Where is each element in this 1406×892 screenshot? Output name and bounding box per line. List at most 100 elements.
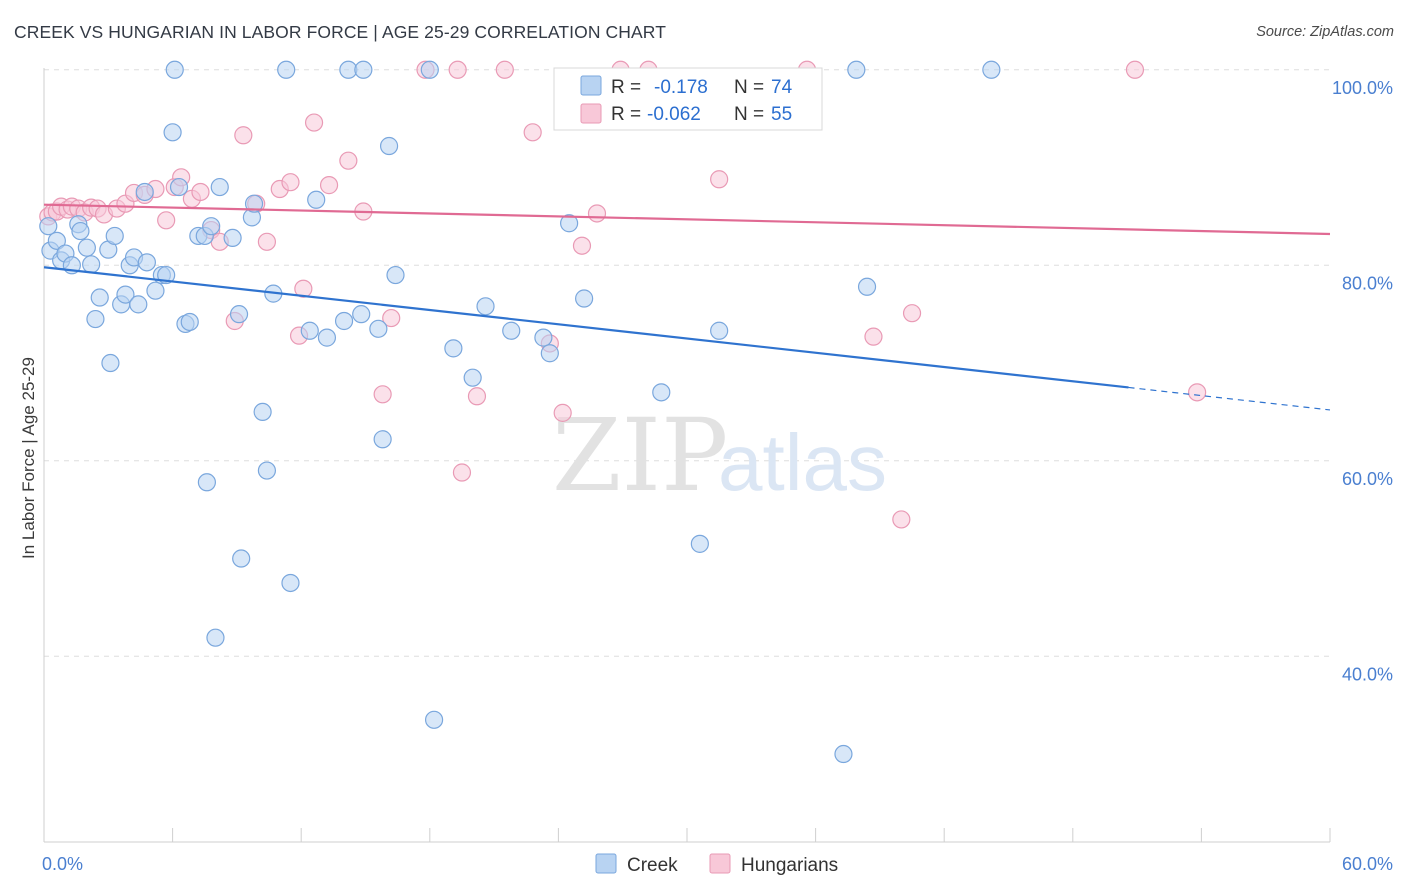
creek-point-21: [137, 253, 156, 272]
y-tick-label-1: 80.0%: [1342, 273, 1393, 293]
hungarians-point-33: [339, 151, 358, 170]
y-axis-label: In Labor Force | Age 25-29: [19, 357, 38, 559]
hungarians-point-53: [902, 304, 922, 323]
y-tick-label-2: 60.0%: [1342, 469, 1393, 489]
legend-creek-n-value: 74: [771, 77, 793, 98]
creek-point-19: [129, 295, 148, 314]
creek-point-38: [232, 549, 251, 568]
legend-bottom-hungarians-swatch: [709, 853, 731, 874]
creek-point-7: [71, 221, 90, 241]
creek-point-62: [502, 321, 521, 340]
creek-point-29: [180, 312, 199, 332]
creek-point-69: [710, 321, 729, 340]
creek-point-56: [386, 265, 405, 285]
creek-point-42: [257, 461, 277, 480]
trend-lines: [43, 203, 1331, 411]
creek-point-61: [476, 297, 495, 316]
hungarians-point-42: [523, 123, 542, 142]
x-tick-min: 0.0%: [42, 854, 83, 874]
creek-point-22: [146, 281, 165, 300]
creek-point-58: [424, 710, 444, 729]
y-tick-labels: 100.0% 80.0% 60.0% 40.0%: [1332, 78, 1393, 685]
creek-point-54: [373, 430, 392, 449]
hungarians-point-31: [304, 113, 324, 132]
legend-creek-r-value: -0.178: [654, 77, 708, 98]
creek-point-57: [420, 60, 439, 79]
x-tick-max: 60.0%: [1342, 854, 1393, 874]
creek-point-41: [253, 402, 272, 421]
creek-point-2: [47, 231, 66, 250]
legend-top: R = -0.178 N = 74 R = -0.062 N = 55: [553, 67, 823, 131]
hungarians-point-26: [257, 232, 277, 251]
hungarians-point-46: [587, 204, 607, 223]
hungarians-point-28: [281, 173, 300, 192]
creek-point-16: [116, 285, 135, 304]
creek-point-60: [463, 368, 482, 387]
creek-point-40: [244, 194, 264, 213]
creek-point-26: [165, 60, 184, 79]
creek-trend-extension: [1128, 386, 1331, 411]
legend-hungarians-n-value: 55: [771, 104, 792, 125]
creek-point-65: [560, 214, 579, 233]
source-credit: Source: ZipAtlas.com: [1256, 24, 1394, 40]
creek-point-47: [307, 190, 326, 209]
hungarians-point-52: [892, 510, 911, 529]
legend-creek-r-label: R =: [611, 77, 641, 98]
creek-point-63: [534, 328, 553, 347]
creek-point-64: [540, 344, 559, 363]
creek-point-55: [379, 136, 399, 156]
creek-point-36: [223, 228, 242, 248]
creek-point-0: [39, 217, 58, 236]
creek-point-48: [317, 328, 337, 347]
creek-point-66: [575, 289, 594, 308]
creek-point-68: [690, 534, 709, 553]
hungarians-point-20: [191, 182, 210, 202]
hungarians-point-30: [294, 279, 313, 298]
creek-point-71: [847, 60, 866, 79]
y-tick-label-3: 40.0%: [1342, 664, 1393, 684]
creek-point-37: [229, 305, 249, 324]
axes: [43, 68, 1331, 843]
hungarians-point-40: [467, 387, 487, 406]
hungarians-point-45: [572, 236, 592, 255]
hungarians-point-49: [710, 170, 729, 189]
hungarians-point-16: [157, 211, 176, 230]
legend-bottom: Creek Hungarians: [595, 853, 838, 876]
legend-bottom-creek-swatch: [595, 853, 617, 874]
hungarians-point-24: [234, 126, 253, 145]
legend-bottom-creek-label: Creek: [627, 855, 678, 876]
hungarians-point-44: [553, 403, 572, 422]
creek-point-10: [86, 309, 105, 329]
hungarians-point-41: [495, 60, 514, 79]
creek-point-11: [90, 288, 109, 307]
watermark-zip: ZIP: [552, 397, 728, 514]
hungarians-point-38: [448, 60, 467, 79]
creek-point-67: [652, 383, 671, 402]
hungarians-point-54: [1125, 60, 1145, 79]
grid-layer: [44, 69, 1330, 657]
creek-point-45: [281, 573, 300, 593]
creek-point-32: [197, 473, 216, 492]
creek-point-34: [206, 628, 225, 647]
legend-hungarians-n-label: N =: [734, 104, 764, 125]
creek-point-20: [135, 182, 154, 202]
creek-point-46: [300, 321, 319, 340]
creek-point-13: [101, 353, 120, 373]
legend-creek-n-label: N =: [734, 77, 764, 98]
creek-point-73: [982, 60, 1001, 79]
creek-point-59: [444, 339, 463, 358]
creek-point-51: [352, 305, 371, 324]
creek-point-53: [369, 319, 388, 338]
creek-point-49: [334, 311, 354, 331]
hungarians-point-55: [1188, 383, 1207, 402]
hungarians-point-36: [382, 308, 401, 328]
creek-point-14: [105, 226, 124, 246]
y-tick-label-0: 100.0%: [1332, 78, 1393, 98]
hungarians-point-32: [319, 176, 339, 195]
creek-point-52: [354, 60, 373, 79]
creek-point-44: [277, 60, 296, 79]
legend-hungarians-r-value: -0.062: [647, 104, 701, 125]
legend-hungarians-swatch: [580, 103, 602, 124]
creek-point-33: [202, 217, 221, 236]
